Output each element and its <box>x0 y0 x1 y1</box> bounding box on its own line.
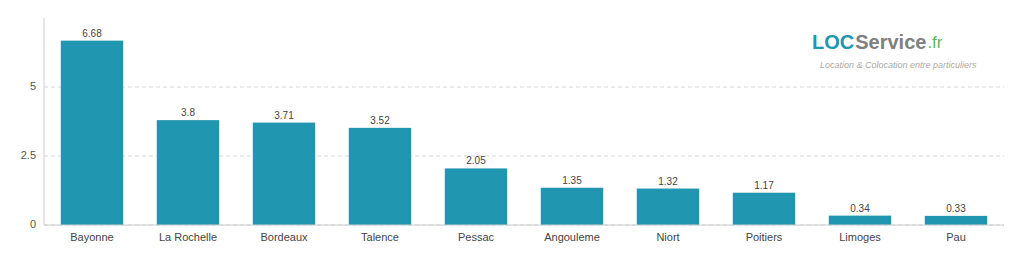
bar <box>445 168 507 225</box>
x-tick-label: Poitiers <box>746 231 783 243</box>
y-tick-label: 5 <box>30 80 36 92</box>
logo-subtitle: Location & Colocation entre particuliers <box>820 60 977 70</box>
y-axis-line <box>44 18 45 225</box>
chart-container: 02.55BayonneLa RochelleBordeauxTalencePe… <box>0 0 1024 259</box>
bar <box>829 216 891 225</box>
data-labels: 6.68 3.8 3.71 3.52 2.05 1.35 1.32 1.17 0.34 0.33 <box>82 28 966 214</box>
y-axis: 02.55 <box>21 18 44 230</box>
x-axis-line <box>44 225 1004 226</box>
logo-text: .fr <box>927 33 942 52</box>
data-label: 1.32 <box>658 176 678 187</box>
x-tick-label: Bayonne <box>70 231 113 243</box>
bar <box>925 216 987 225</box>
logo-text: LOC <box>812 31 854 53</box>
x-tick-label: La Rochelle <box>159 231 217 243</box>
data-label: 0.34 <box>850 203 870 214</box>
grid-line <box>44 87 1004 88</box>
data-label: 3.8 <box>181 107 195 118</box>
bar <box>61 41 123 225</box>
page: {"chart_data": {"type": "bar", "categori… <box>0 0 1024 259</box>
x-tick-label: Limoges <box>839 231 881 243</box>
bar <box>349 128 411 225</box>
data-label: 6.68 <box>82 28 102 39</box>
y-tick-label: 2.5 <box>21 149 36 161</box>
bars <box>61 41 987 225</box>
bar <box>637 189 699 225</box>
data-label: 1.35 <box>562 175 582 186</box>
chart-svg: 02.55BayonneLa RochelleBordeauxTalencePe… <box>0 0 1024 259</box>
x-tick-label: Talence <box>361 231 399 243</box>
x-tick-label: Pessac <box>458 231 495 243</box>
bar <box>733 193 795 225</box>
data-label: 1.17 <box>754 180 774 191</box>
data-label: 2.05 <box>466 155 486 166</box>
x-axis: Bayonne La Rochelle Bordeaux Talence Pessac A… <box>44 225 1004 243</box>
grid <box>44 87 1004 225</box>
x-tick-label: Pau <box>946 231 966 243</box>
logo-text: Service <box>855 31 926 53</box>
logo: LOCService.fr Location & Colocation entre… <box>812 31 977 70</box>
data-label: 3.52 <box>370 115 390 126</box>
bar <box>541 188 603 225</box>
grid-line <box>44 225 1004 226</box>
x-tick-label: Angouleme <box>544 231 600 243</box>
x-tick-label: Bordeaux <box>260 231 308 243</box>
data-label: 3.71 <box>274 110 294 121</box>
bar <box>157 120 219 225</box>
data-label: 0.33 <box>946 203 966 214</box>
y-tick-label: 0 <box>30 218 36 230</box>
x-tick-label: Niort <box>656 231 679 243</box>
bar <box>253 123 315 225</box>
